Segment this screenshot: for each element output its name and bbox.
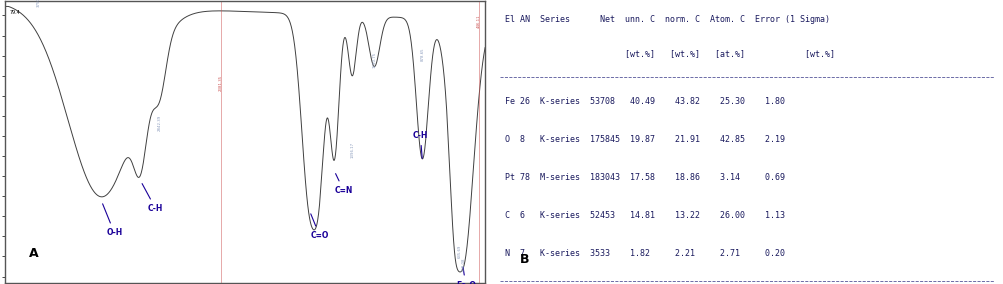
Text: N  7   K-series  3533    1.82     2.21     2.71     0.20: N 7 K-series 3533 1.82 2.21 2.71 0.20 <box>505 249 784 258</box>
Text: 79.4: 79.4 <box>10 10 20 15</box>
Text: 2381.35: 2381.35 <box>219 75 223 91</box>
Text: 2842.39: 2842.39 <box>157 115 161 131</box>
Text: O-H: O-H <box>102 204 122 237</box>
Text: C=O: C=O <box>310 214 329 240</box>
Text: C-H: C-H <box>142 183 163 213</box>
Text: 446.11: 446.11 <box>476 14 480 28</box>
Text: [wt.%]   [wt.%]   [at.%]            [wt.%]: [wt.%] [wt.%] [at.%] [wt.%] <box>505 49 834 58</box>
Text: B: B <box>520 253 530 266</box>
Text: Pt 78  M-series  183043  17.58    18.86    3.14     0.69: Pt 78 M-series 183043 17.58 18.86 3.14 0… <box>505 173 784 182</box>
Text: 1230.75: 1230.75 <box>372 52 376 68</box>
Text: 3750.17: 3750.17 <box>36 0 40 7</box>
Text: C=N: C=N <box>334 174 353 195</box>
Text: C-H: C-H <box>412 131 427 158</box>
Text: El AN  Series      Net  unn. C  norm. C  Atom. C  Error (1 Sigma): El AN Series Net unn. C norm. C Atom. C … <box>505 15 829 24</box>
Text: A: A <box>29 247 38 260</box>
Text: Fe-O: Fe-O <box>455 267 475 284</box>
Text: 568.08: 568.08 <box>461 257 465 271</box>
Text: O  8   K-series  175845  19.87    21.91    42.85    2.19: O 8 K-series 175845 19.87 21.91 42.85 2.… <box>505 135 784 144</box>
Text: Fe 26  K-series  53708   40.49    43.82    25.30    1.80: Fe 26 K-series 53708 40.49 43.82 25.30 1… <box>505 97 784 106</box>
Text: 635.69: 635.69 <box>457 245 461 258</box>
Text: 1396.17: 1396.17 <box>350 142 354 158</box>
Text: 878.65: 878.65 <box>420 47 424 61</box>
Text: C  6   K-series  52453   14.81    13.22    26.00    1.13: C 6 K-series 52453 14.81 13.22 26.00 1.1… <box>505 211 784 220</box>
